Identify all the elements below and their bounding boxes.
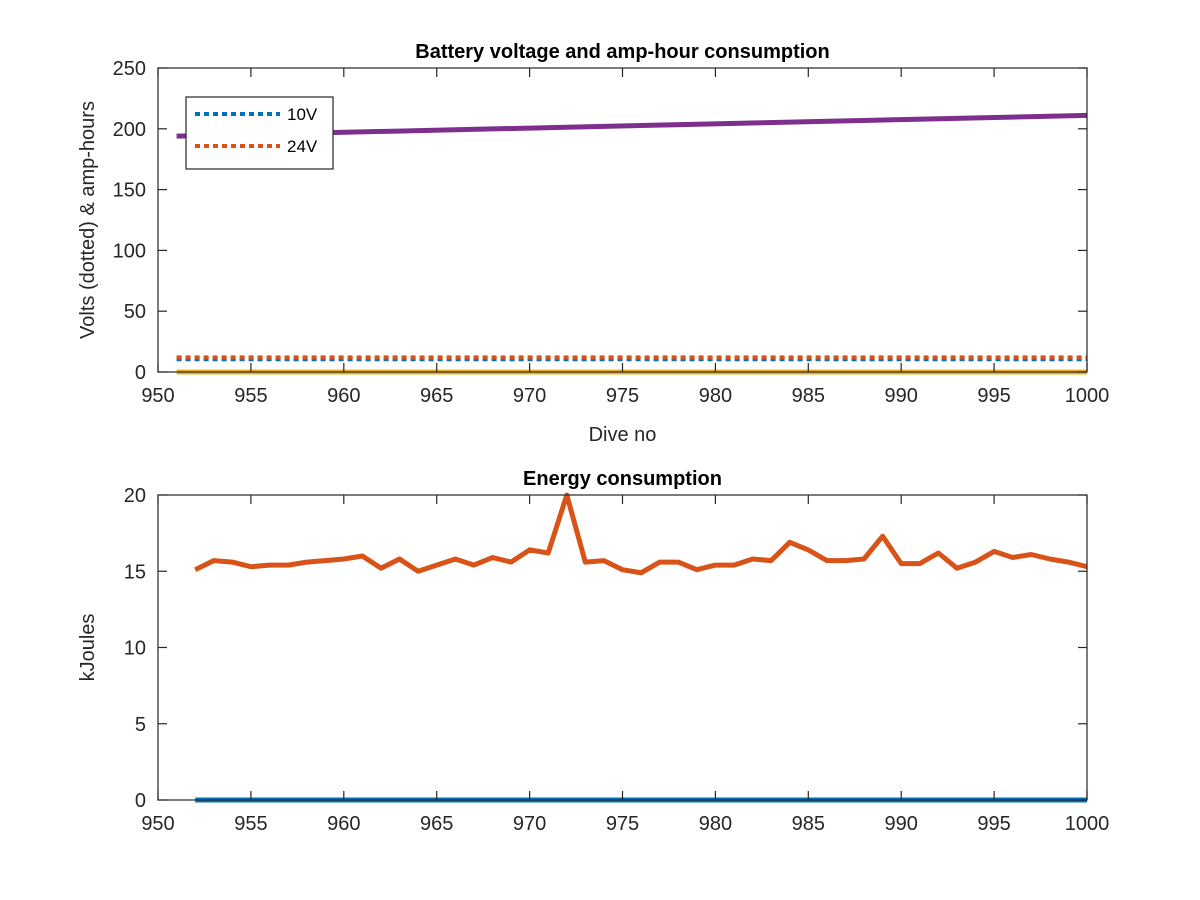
x-tick-label: 955 [234, 385, 267, 407]
legend-label: 24V [287, 137, 318, 156]
x-tick-label: 975 [606, 813, 639, 835]
plot-area-2 [158, 495, 1087, 800]
y-tick-label: 50 [124, 301, 146, 323]
series-line-2-1 [194, 492, 1088, 576]
x-tick-label: 1000 [1065, 813, 1110, 835]
x-tick-label: 980 [699, 813, 732, 835]
x-tick-label: 990 [885, 813, 918, 835]
x-tick-label: 950 [141, 813, 174, 835]
legend-box [185, 96, 334, 170]
x-tick-label: 985 [792, 813, 825, 835]
y-tick-label: 5 [135, 714, 146, 736]
x-tick-label: 970 [513, 813, 546, 835]
y-tick-label: 150 [113, 180, 146, 202]
x-tick-label: 965 [420, 813, 453, 835]
x-tick-label: 995 [977, 385, 1010, 407]
chart-title-1: Battery voltage and amp-hour consumption [415, 41, 829, 63]
y-tick-label: 200 [113, 119, 146, 141]
legend-label: 10V [287, 105, 318, 124]
y-tick-label: 10 [124, 638, 146, 660]
x-tick-label: 950 [141, 385, 174, 407]
y-tick-label: 250 [113, 58, 146, 80]
x-tick-label: 980 [699, 385, 732, 407]
x-tick-label: 960 [327, 813, 360, 835]
chart-title-2: Energy consumption [523, 468, 722, 490]
x-tick-label: 990 [885, 385, 918, 407]
x-tick-label: 985 [792, 385, 825, 407]
y-tick-label: 15 [124, 561, 146, 583]
y-axis-title-1: Volts (dotted) & amp-hours [77, 101, 99, 339]
x-tick-label: 1000 [1065, 385, 1110, 407]
y-tick-label: 100 [113, 240, 146, 262]
y-axis-title-2: kJoules [77, 614, 99, 682]
y-tick-label: 0 [135, 790, 146, 812]
y-tick-label: 20 [124, 485, 146, 507]
x-tick-label: 995 [977, 813, 1010, 835]
x-tick-label: 970 [513, 385, 546, 407]
y-tick-label: 0 [135, 362, 146, 384]
x-axis-title-1: Dive no [589, 424, 657, 446]
x-tick-label: 975 [606, 385, 639, 407]
x-tick-label: 965 [420, 385, 453, 407]
x-tick-label: 960 [327, 385, 360, 407]
x-tick-label: 955 [234, 813, 267, 835]
